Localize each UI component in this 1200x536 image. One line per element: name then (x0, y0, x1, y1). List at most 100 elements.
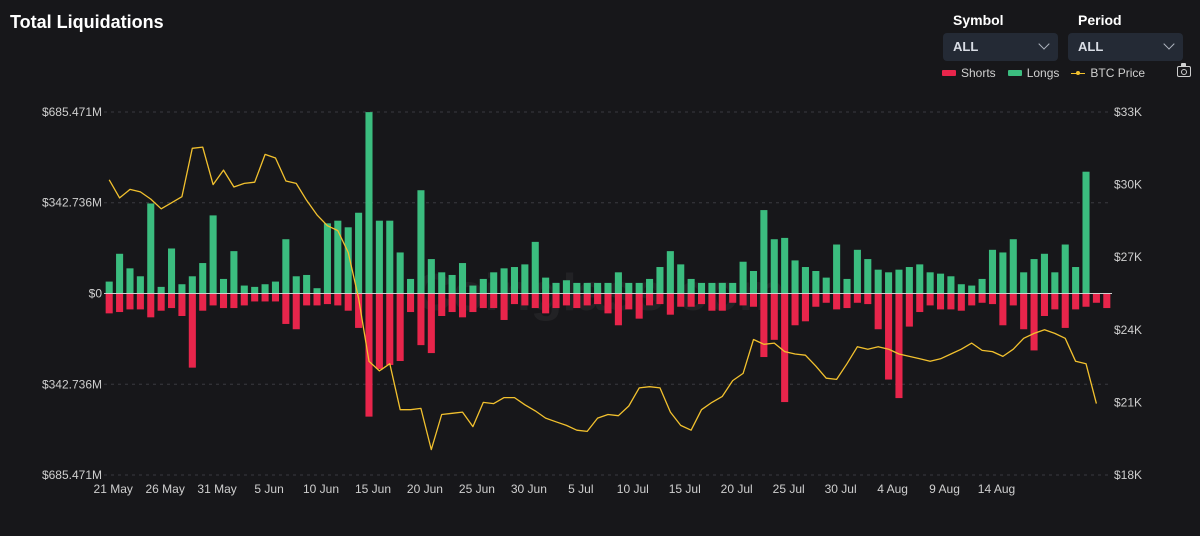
longs-bar (510, 267, 519, 294)
longs-bar (282, 239, 290, 294)
shorts-bar (355, 293, 363, 328)
shorts-bar (594, 293, 602, 305)
longs-bar (947, 276, 955, 294)
shorts-bar (729, 293, 737, 303)
left-axis: $685.471M $342.736M $0 $342.736M $685.471M (42, 105, 102, 482)
legend-label-btc: BTC Price (1090, 66, 1146, 80)
shorts-bar (188, 293, 196, 368)
x-axis-tick-label: 9 Aug (929, 482, 960, 496)
longs-bar (136, 276, 144, 294)
shorts-bar (801, 293, 809, 322)
longs-bar (105, 281, 113, 294)
left-axis-tick-label: $685.471M (42, 105, 102, 119)
legend-item-longs[interactable]: Longs (1007, 66, 1059, 80)
shorts-bar (303, 293, 311, 306)
shorts-bar (988, 293, 997, 305)
shorts-bar (458, 293, 467, 318)
longs-bar (1061, 244, 1069, 294)
x-axis-tick-label: 15 Jul (669, 482, 701, 496)
longs-bar (573, 282, 581, 294)
longs-bar (874, 269, 882, 294)
longs-bar (1009, 239, 1017, 294)
x-axis-tick-label: 20 Jun (407, 482, 443, 496)
longs-bar (749, 270, 758, 294)
right-axis-tick-label: $24K (1114, 323, 1142, 337)
x-axis-tick-label: 15 Jun (355, 482, 391, 496)
longs-bar (188, 276, 196, 294)
longs-bar (677, 264, 685, 294)
longs-bar (334, 220, 342, 294)
longs-bar (895, 269, 903, 294)
shorts-bar (760, 293, 768, 358)
shorts-bar (1030, 293, 1038, 351)
shorts-bar (1040, 293, 1048, 317)
shorts-bar (885, 293, 893, 380)
longs-bar (760, 210, 768, 294)
legend-item-shorts[interactable]: Shorts (942, 66, 996, 80)
shorts-bar (542, 293, 550, 314)
longs-bar (396, 252, 404, 294)
camera-icon[interactable] (1177, 63, 1191, 77)
shorts-bar (1020, 293, 1028, 330)
shorts-bar (947, 293, 955, 310)
longs-bar (375, 220, 383, 294)
shorts-bar (687, 293, 695, 307)
longs-bar (916, 264, 924, 294)
shorts-bar (147, 293, 155, 318)
longs-bar (230, 251, 238, 294)
shorts-bar (136, 293, 144, 310)
shorts-bar (853, 293, 861, 303)
longs-bar (978, 278, 986, 294)
longs-bar (147, 203, 155, 294)
shorts-bar (1061, 293, 1069, 328)
shorts-bar (271, 293, 279, 302)
symbol-select[interactable]: ALL (943, 33, 1058, 61)
longs-bar (812, 270, 820, 294)
shorts-bar (240, 293, 248, 306)
shorts-bar (375, 293, 383, 369)
shorts-bar (552, 293, 560, 309)
longs-bar (999, 252, 1007, 294)
longs-bar (386, 220, 394, 294)
longs-bar (604, 282, 612, 294)
btc-line-swatch-icon (1071, 70, 1086, 76)
shorts-bar (438, 293, 446, 317)
longs-bar (801, 267, 809, 294)
longs-bar (251, 286, 259, 294)
shorts-bar (833, 293, 841, 310)
legend-item-btc[interactable]: BTC Price (1071, 66, 1145, 80)
x-axis-tick-label: 14 Aug (978, 482, 1015, 496)
longs-bar (417, 190, 425, 294)
shorts-bar (739, 293, 747, 306)
period-select-value: ALL (1078, 39, 1104, 54)
longs-bar (116, 253, 124, 294)
shorts-bar (926, 293, 934, 306)
shorts-bar (292, 293, 300, 330)
longs-bar (1051, 272, 1059, 294)
shorts-bar (386, 293, 394, 365)
left-axis-tick-label: $342.736M (42, 377, 102, 391)
shorts-bar (126, 293, 134, 310)
period-select[interactable]: ALL (1068, 33, 1183, 61)
longs-bar (687, 278, 695, 294)
shorts-bar (791, 293, 799, 326)
shorts-bar (916, 293, 924, 313)
shorts-bar (251, 293, 259, 302)
shorts-bar (1072, 293, 1080, 310)
shorts-bars (105, 293, 1111, 417)
longs-bar (199, 263, 207, 294)
longs-bar (729, 282, 737, 294)
longs-bar (261, 284, 269, 294)
x-axis-tick-label: 20 Jul (721, 482, 753, 496)
chart-legend: Shorts Longs BTC Price (942, 66, 1157, 80)
shorts-bar (448, 293, 456, 313)
shorts-bar (656, 293, 664, 305)
x-axis-tick-label: 10 Jun (303, 482, 339, 496)
longs-bar (531, 241, 539, 294)
shorts-bar (573, 293, 581, 309)
longs-bar (656, 267, 664, 294)
shorts-bar (1051, 293, 1059, 310)
x-axis-tick-label: 5 Jun (254, 482, 283, 496)
longs-bar (209, 215, 217, 294)
longs-bar (427, 259, 435, 294)
